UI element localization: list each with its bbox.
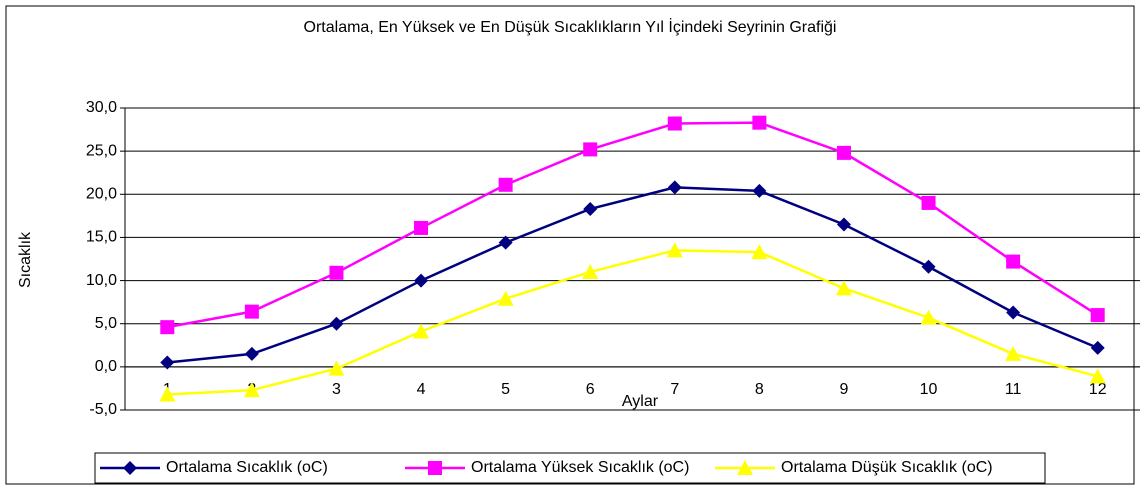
data-point [583, 201, 598, 216]
data-point [751, 244, 768, 260]
y-tick-label: 10,0 [86, 272, 117, 289]
data-point [329, 265, 344, 280]
x-tick-label: 7 [670, 381, 679, 398]
y-tick-label: 5,0 [95, 315, 117, 332]
legend-label: Ortalama Düşük Sıcaklık (oC) [781, 459, 993, 476]
y-tick-label: 15,0 [86, 229, 117, 246]
data-point [160, 320, 175, 335]
data-point [921, 259, 936, 274]
legend-marker [428, 461, 442, 475]
data-point [582, 263, 599, 279]
data-point [329, 316, 344, 331]
data-point [243, 382, 260, 398]
data-point [920, 309, 937, 325]
data-point [244, 304, 259, 319]
data-point [1006, 305, 1021, 320]
data-point [159, 386, 176, 402]
y-tick-label: 30,0 [86, 99, 117, 116]
data-point [752, 115, 767, 130]
series-line [167, 186, 1099, 364]
y-tick-label: -5,0 [89, 401, 117, 418]
data-point [667, 180, 682, 195]
x-tick-label: 10 [920, 381, 938, 398]
legend-marker [123, 461, 137, 475]
data-point [160, 355, 175, 370]
series-line [167, 121, 1099, 329]
x-tick-label: 12 [1089, 381, 1107, 398]
data-point [835, 280, 852, 296]
legend-box [94, 452, 1046, 484]
data-point [666, 242, 683, 258]
y-tick-label: 0,0 [95, 358, 117, 375]
data-point [244, 346, 259, 361]
x-tick-label: 8 [755, 381, 764, 398]
x-axis-label: Aylar [622, 393, 659, 410]
data-point [583, 142, 598, 157]
data-point [1090, 308, 1105, 323]
data-point [752, 183, 767, 198]
x-tick-label: 9 [840, 381, 849, 398]
data-point [921, 195, 936, 210]
data-point [1090, 340, 1105, 355]
y-tick-label: 25,0 [86, 142, 117, 159]
series-line [167, 249, 1099, 396]
data-point [497, 290, 514, 306]
data-point [667, 116, 682, 131]
legend: Ortalama Sıcaklık (oC) Ortalama Yüksek Sı… [94, 452, 1046, 484]
chart-frame [5, 5, 1135, 485]
data-point [836, 217, 851, 232]
x-tick-label: 6 [586, 381, 595, 398]
data-point [414, 220, 429, 235]
data-point [836, 145, 851, 160]
y-tick-label: 20,0 [86, 186, 117, 203]
legend-label: Ortalama Sıcaklık (oC) [166, 459, 328, 476]
data-point [414, 273, 429, 288]
x-tick-label: 4 [417, 381, 426, 398]
x-tick-label: 5 [501, 381, 510, 398]
data-point [1005, 345, 1022, 361]
x-tick-label: 3 [332, 381, 341, 398]
data-point [498, 235, 513, 250]
data-point [498, 177, 513, 192]
data-point [328, 360, 345, 376]
data-point [1006, 254, 1021, 269]
y-axis-label: Sıcaklık [17, 231, 34, 288]
data-point [1089, 368, 1106, 384]
chart-title: Ortalama, En Yüksek ve En Düşük Sıcaklık… [304, 17, 837, 36]
x-tick-label: 11 [1005, 381, 1022, 398]
legend-marker [737, 460, 753, 475]
legend-label: Ortalama Yüksek Sıcaklık (oC) [471, 459, 689, 476]
data-point [413, 323, 430, 339]
